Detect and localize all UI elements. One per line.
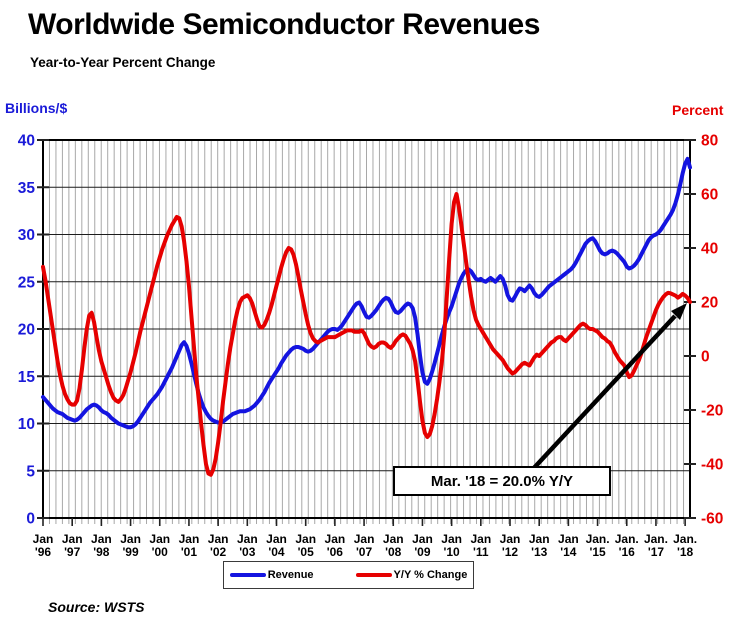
- legend-label-yoy: Y/Y % Change: [393, 569, 468, 581]
- right-axis-title: Percent: [672, 102, 724, 118]
- annotation-arrow: [531, 303, 687, 471]
- svg-text:'12: '12: [502, 545, 519, 559]
- svg-text:Jan: Jan: [325, 532, 346, 546]
- svg-text:'97: '97: [64, 545, 81, 559]
- svg-text:30: 30: [18, 227, 35, 244]
- svg-text:'98: '98: [93, 545, 110, 559]
- svg-text:Jan: Jan: [208, 532, 229, 546]
- left-axis-title: Billions/$: [5, 100, 68, 116]
- svg-text:Jan: Jan: [441, 532, 462, 546]
- svg-text:20: 20: [18, 322, 35, 339]
- left-axis-ticks: 0 5 10 15 20 25 30 35 40: [18, 133, 49, 528]
- source-text: Source: WSTS: [48, 599, 145, 615]
- svg-text:'96: '96: [35, 545, 52, 559]
- svg-text:Jan: Jan: [266, 532, 287, 546]
- svg-text:Jan: Jan: [500, 532, 521, 546]
- svg-text:Jan.: Jan.: [644, 532, 668, 546]
- svg-text:'03: '03: [239, 545, 256, 559]
- legend-item-yoy: Y/Y % Change: [355, 569, 468, 581]
- svg-text:Jan.: Jan.: [615, 532, 639, 546]
- svg-text:Jan: Jan: [412, 532, 433, 546]
- annotation-box: Mar. '18 = 20.0% Y/Y: [393, 466, 611, 496]
- svg-text:'13: '13: [531, 545, 548, 559]
- svg-text:'15: '15: [589, 545, 606, 559]
- page-title: Worldwide Semiconductor Revenues: [28, 8, 540, 41]
- right-axis-ticks: -60 -40 -20 0 20 40 60 80: [684, 133, 723, 528]
- svg-text:20: 20: [701, 295, 718, 312]
- svg-text:'07: '07: [356, 545, 373, 559]
- svg-text:40: 40: [701, 241, 718, 258]
- svg-text:Jan: Jan: [529, 532, 550, 546]
- svg-text:'06: '06: [327, 545, 344, 559]
- legend-box: Revenue Y/Y % Change: [223, 561, 474, 589]
- svg-text:5: 5: [26, 463, 35, 480]
- svg-text:Jan.: Jan.: [586, 532, 610, 546]
- svg-text:Jan: Jan: [354, 532, 375, 546]
- svg-text:35: 35: [18, 180, 36, 197]
- svg-text:Jan: Jan: [62, 532, 83, 546]
- svg-text:-20: -20: [701, 403, 723, 420]
- svg-text:Jan: Jan: [558, 532, 579, 546]
- svg-text:-40: -40: [701, 457, 723, 474]
- revenue-line-swatch: [229, 573, 266, 577]
- yoy-line-swatch: [355, 573, 392, 577]
- svg-text:40: 40: [18, 133, 35, 150]
- svg-text:'00: '00: [152, 545, 169, 559]
- svg-text:80: 80: [701, 133, 718, 150]
- svg-text:'01: '01: [181, 545, 198, 559]
- svg-text:'11: '11: [473, 545, 489, 559]
- horizontal-gridlines: [43, 186, 690, 472]
- svg-text:'05: '05: [298, 545, 315, 559]
- svg-text:Jan: Jan: [295, 532, 316, 546]
- svg-text:15: 15: [18, 369, 36, 386]
- svg-text:Jan: Jan: [149, 532, 170, 546]
- svg-text:'10: '10: [444, 545, 461, 559]
- annotation-text: Mar. '18 = 20.0% Y/Y: [430, 472, 574, 490]
- svg-text:Jan: Jan: [470, 532, 491, 546]
- revenue-line: [41, 156, 692, 430]
- yoy-line: [41, 192, 692, 477]
- svg-text:'14: '14: [560, 545, 577, 559]
- svg-text:Jan: Jan: [383, 532, 404, 546]
- vertical-gridlines: [48, 140, 685, 524]
- page-subtitle: Year-to-Year Percent Change: [30, 55, 216, 70]
- legend-label-revenue: Revenue: [267, 569, 314, 581]
- svg-text:25: 25: [18, 274, 36, 291]
- svg-text:10: 10: [18, 416, 35, 433]
- svg-text:'16: '16: [619, 545, 636, 559]
- svg-text:Jan: Jan: [120, 532, 141, 546]
- svg-text:Jan: Jan: [179, 532, 200, 546]
- svg-text:-60: -60: [701, 511, 723, 528]
- svg-text:'17: '17: [648, 545, 665, 559]
- svg-text:'04: '04: [268, 545, 285, 559]
- svg-text:'02: '02: [210, 545, 227, 559]
- x-axis-ticks: Jan'96Jan'97Jan'98Jan'99Jan'00Jan'01Jan'…: [33, 518, 697, 559]
- svg-text:Jan: Jan: [237, 532, 258, 546]
- svg-text:'99: '99: [122, 545, 139, 559]
- svg-text:Jan: Jan: [91, 532, 112, 546]
- svg-text:Jan: Jan: [33, 532, 54, 546]
- legend-item-revenue: Revenue: [229, 569, 314, 581]
- svg-text:'09: '09: [414, 545, 431, 559]
- svg-text:60: 60: [701, 187, 718, 204]
- svg-text:Jan.: Jan.: [673, 532, 697, 546]
- svg-text:'18: '18: [677, 545, 694, 559]
- svg-text:0: 0: [26, 511, 35, 528]
- svg-text:'08: '08: [385, 545, 402, 559]
- svg-text:0: 0: [701, 349, 710, 366]
